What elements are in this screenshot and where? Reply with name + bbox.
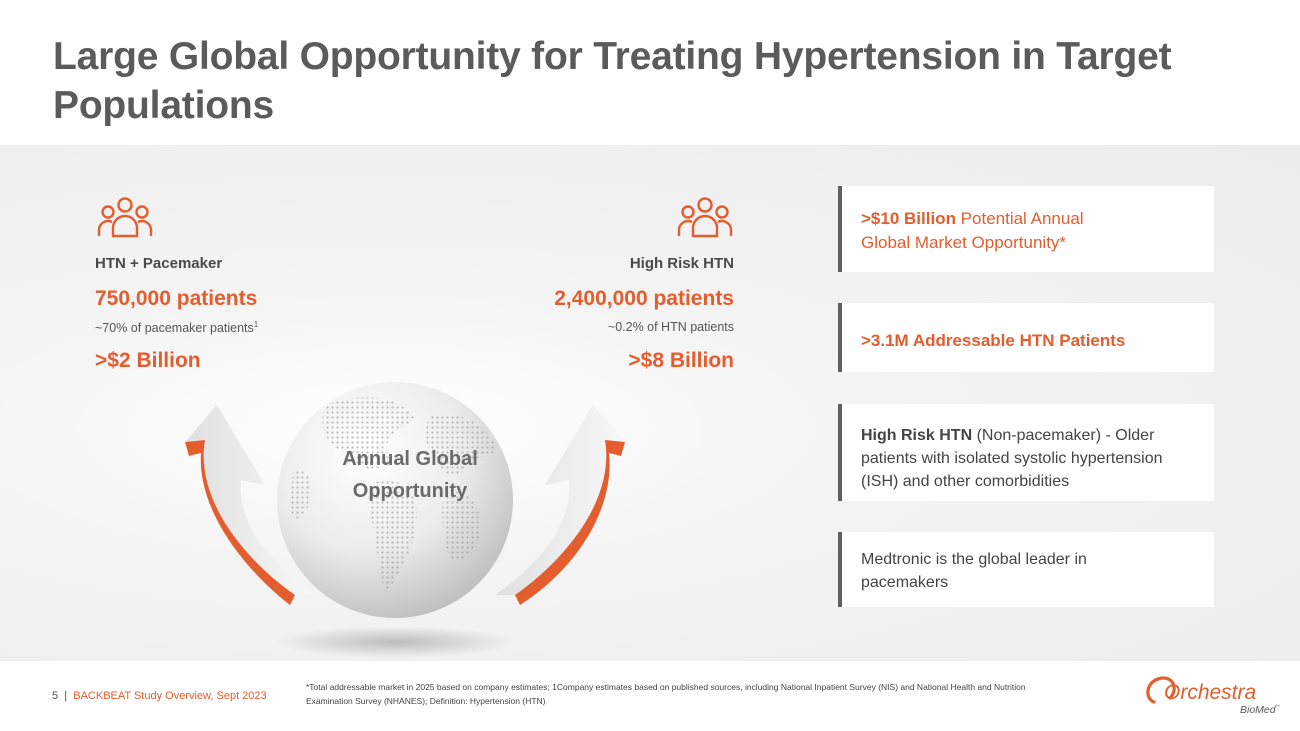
globe-shadow — [275, 626, 515, 658]
logo-tm: ™ — [1275, 704, 1280, 710]
high-risk-bold: High Risk HTN — [861, 427, 973, 444]
card-market-text: >$10 Billion Potential Annual Global Mar… — [861, 207, 1214, 255]
high-risk-rest: (Non-pacemaker) - Older patients with is… — [861, 427, 1163, 490]
card-addressable-patients: >3.1M Addressable HTN Patients — [838, 303, 1214, 372]
globe-continents — [290, 397, 497, 595]
note-text: ~70% of pacemaker patients — [95, 321, 254, 336]
segment-patients-pacemaker: 750,000 patients — [95, 287, 258, 310]
logo-wordmark: Orchestra — [1164, 681, 1256, 704]
card-high-risk: High Risk HTN (Non-pacemaker) - Older pa… — [838, 404, 1214, 501]
people-group-icon — [97, 197, 153, 238]
footnote: *Total addressable market in 2025 based … — [306, 682, 1026, 706]
segment-patients-high-risk: 2,400,000 patients — [554, 287, 734, 310]
people-group-icon — [677, 197, 733, 238]
study-name: BACKBEAT Study Overview, Sept 2023 — [73, 690, 267, 702]
page-title: Large Global Opportunity for Treating Hy… — [53, 35, 1172, 127]
page-number: 5 — [52, 690, 59, 702]
left-arrow-edge — [185, 440, 295, 605]
segment-label-high-risk: High Risk HTN — [629, 255, 734, 272]
globe-illustration — [185, 382, 625, 658]
card-addressable-text: >3.1M Addressable HTN Patients — [861, 331, 1126, 350]
footer-separator: | — [64, 690, 68, 702]
segment-label-pacemaker: HTN + Pacemaker — [95, 255, 223, 272]
right-arrow-edge — [515, 440, 625, 605]
segment-value-high-risk: >$8 Billion — [628, 349, 734, 372]
left-arrow — [185, 405, 315, 595]
globe-label-line2: Opportunity — [352, 480, 468, 502]
orchestra-biomed-logo: Orchestra BioMed ™ — [1146, 676, 1280, 716]
globe-label-line1: Annual Global — [342, 448, 478, 470]
card-market-opportunity: >$10 Billion Potential Annual Global Mar… — [838, 186, 1214, 272]
globe-label: Annual Global Opportunity — [300, 443, 520, 507]
market-label-line2: Global Market Opportunity* — [861, 233, 1067, 252]
market-label: Potential Annual — [955, 209, 1084, 228]
footnote-marker: 1 — [253, 320, 259, 329]
footer-page-info: 5 | BACKBEAT Study Overview, Sept 2023 — [52, 690, 267, 702]
card-medtronic-text: Medtronic is the global leader in pacema… — [861, 551, 1087, 591]
card-medtronic: Medtronic is the global leader in pacema… — [838, 532, 1214, 607]
card-high-risk-text: High Risk HTN (Non-pacemaker) - Older pa… — [861, 424, 1196, 493]
segment-note-pacemaker: ~70% of pacemaker patients1 — [95, 320, 258, 335]
segment-value-pacemaker: >$2 Billion — [95, 349, 201, 372]
market-value: >$10 Billion — [861, 209, 956, 228]
segment-note-high-risk: ~0.2% of HTN patients — [607, 320, 734, 334]
logo-sub: BioMed — [1240, 704, 1277, 716]
right-arrow — [495, 405, 625, 595]
